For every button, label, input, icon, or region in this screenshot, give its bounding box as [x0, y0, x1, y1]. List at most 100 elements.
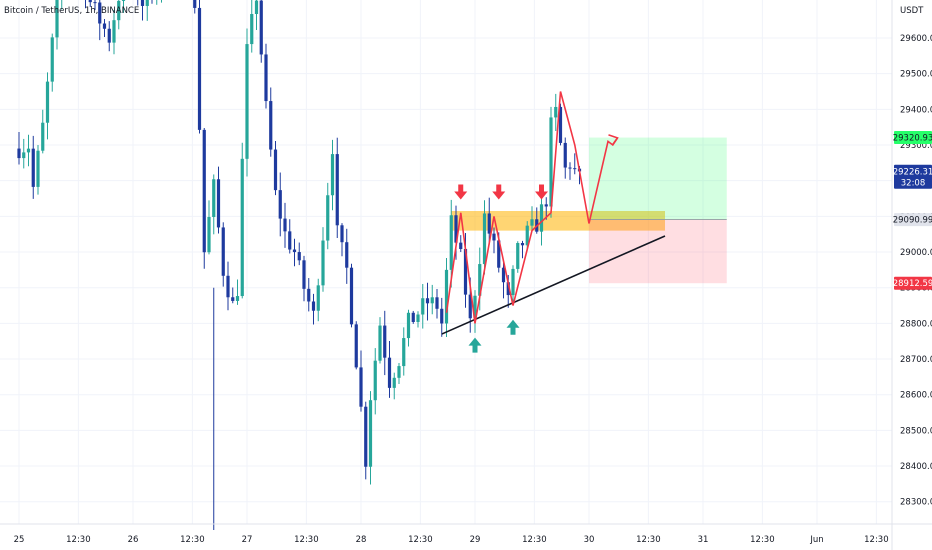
- candle-body: [112, 20, 116, 43]
- candle-body: [22, 152, 26, 159]
- candle-body: [302, 260, 306, 289]
- candle-body: [487, 213, 491, 234]
- price-badge[interactable]: 28912.59: [893, 276, 932, 290]
- candle-body: [226, 275, 230, 298]
- price-badge-countdown: 32:08: [901, 178, 926, 188]
- candle-body: [307, 288, 311, 302]
- long-target-zone: [589, 137, 727, 220]
- candle-body: [530, 219, 534, 226]
- price-badge-bg: [894, 164, 932, 189]
- candle-body: [259, 0, 263, 55]
- candle-body: [416, 314, 420, 322]
- trendline: [441, 235, 666, 335]
- price-badge-label: 29226.31: [893, 167, 932, 177]
- x-tick-label: 26: [128, 535, 139, 545]
- candle-body: [288, 231, 292, 250]
- supply-zone: [451, 210, 665, 231]
- candle-body: [41, 122, 45, 151]
- price-axis[interactable]: 29600.0029500.0029400.0029300.0029200.00…: [891, 0, 932, 550]
- price-badge[interactable]: 29320.93: [893, 131, 932, 145]
- x-tick-label: 12:30: [180, 535, 205, 545]
- price-badge-bg: [894, 213, 932, 227]
- candle-body: [88, 0, 92, 3]
- candle-body: [506, 282, 510, 296]
- y-tick-label: 28500.00: [900, 426, 932, 436]
- candle-body: [269, 101, 273, 150]
- candle-body: [478, 264, 482, 296]
- time-axis[interactable]: 25 12:30 26 12:30 27 12:30 28 12:30 29 12:30 30 12:…: [0, 523, 932, 545]
- projection-arrowhead: [608, 134, 619, 146]
- candle-body: [539, 204, 544, 232]
- y-tick-label: 29600.00: [900, 34, 932, 44]
- y-tick-label: 28600.00: [900, 391, 932, 401]
- candle-body: [117, 0, 121, 21]
- candle-body: [321, 240, 325, 286]
- x-tick-label: 25: [14, 535, 25, 545]
- candle-body: [330, 154, 335, 196]
- price-axis-unit: USDT: [900, 6, 924, 16]
- candle-body: [193, 0, 197, 8]
- candle-body: [197, 7, 202, 130]
- candle-body: [31, 148, 35, 187]
- chart-title: Bitcoin / TetherUS, 1h, BINANCE: [4, 6, 139, 16]
- price-badge-label: 29090.99: [893, 216, 932, 226]
- candle-body: [444, 269, 449, 324]
- candle-body: [397, 366, 401, 378]
- candle-body: [212, 179, 216, 217]
- up-arrow-marker: [506, 319, 520, 335]
- candle-body: [107, 28, 111, 43]
- candle-body: [378, 325, 382, 361]
- candle-body: [359, 367, 363, 407]
- candle-body: [563, 142, 567, 168]
- down-arrow-marker: [492, 184, 506, 200]
- projection-path: [445, 91, 619, 324]
- candle-body: [50, 37, 54, 82]
- long-stop-zone: [589, 219, 727, 284]
- candle-body: [373, 360, 377, 401]
- candle-body: [26, 148, 31, 153]
- candle-body: [468, 294, 472, 319]
- price-badge-bg: [894, 131, 932, 145]
- candle-body: [216, 179, 221, 228]
- x-tick-label: 12:30: [294, 535, 319, 545]
- candle-body: [245, 44, 249, 159]
- price-badge-label: 29320.93: [893, 134, 932, 144]
- candle-body: [345, 242, 349, 268]
- x-tick-label: 12:30: [636, 535, 661, 545]
- candle-body: [549, 117, 553, 207]
- candle-body: [311, 301, 316, 311]
- candle-body: [568, 167, 572, 169]
- candle-body: [387, 357, 392, 388]
- candle-body: [207, 216, 211, 253]
- candle-body: [235, 296, 240, 301]
- candle-body: [202, 129, 206, 253]
- price-badge[interactable]: 29090.99: [893, 213, 932, 227]
- candle-body: [558, 106, 563, 143]
- candle-body: [421, 298, 425, 315]
- x-tick-label: 30: [584, 535, 595, 545]
- x-tick-label: Jun: [809, 535, 823, 545]
- x-tick-label: 12:30: [750, 535, 775, 545]
- y-tick-label: 29500.00: [900, 70, 932, 80]
- candle-body: [340, 225, 344, 243]
- candle-body: [240, 158, 244, 297]
- candle-body: [145, 0, 149, 6]
- candle-body: [354, 324, 358, 368]
- candle-body: [440, 308, 444, 324]
- candle-body: [516, 243, 520, 269]
- price-badge-label: 28912.59: [893, 279, 932, 289]
- candlestick-series: [17, 0, 582, 530]
- x-tick-label: 12:30: [864, 535, 889, 545]
- x-tick-label: 31: [698, 535, 709, 545]
- candle-body: [55, 0, 59, 38]
- candle-body: [406, 312, 411, 339]
- candle-body: [140, 0, 145, 6]
- candle-body: [102, 23, 107, 29]
- candle-body: [383, 325, 387, 358]
- candle-body: [473, 295, 477, 319]
- chart-drawings: [441, 91, 666, 353]
- candle-body: [98, 2, 102, 24]
- y-tick-label: 28700.00: [900, 355, 932, 365]
